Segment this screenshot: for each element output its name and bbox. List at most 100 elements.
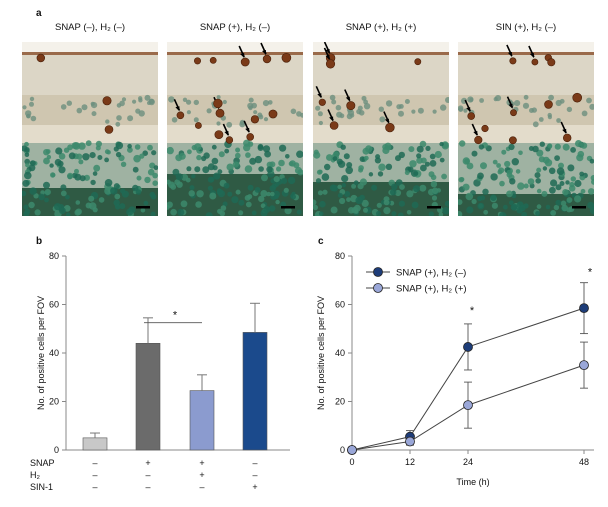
green-nucleus <box>527 178 535 185</box>
micrograph-title-4: SIN (+), H₂ (–) <box>495 22 557 33</box>
layer-nucleus <box>76 107 83 114</box>
treatment-sign: + <box>199 470 204 480</box>
green-nucleus <box>491 202 498 209</box>
green-nucleus <box>22 145 28 152</box>
green-nucleus <box>398 200 405 207</box>
green-nucleus <box>132 166 139 173</box>
green-nucleus <box>341 175 349 183</box>
green-nucleus <box>275 199 280 205</box>
green-nucleus <box>535 178 541 184</box>
arrow-head <box>384 118 389 124</box>
green-nucleus <box>503 204 508 210</box>
layer-nucleus <box>440 104 447 111</box>
scale-bar <box>281 206 295 209</box>
green-nucleus <box>425 145 431 151</box>
green-nucleus <box>576 154 584 162</box>
green-nucleus <box>409 160 417 168</box>
green-nucleus <box>98 197 105 203</box>
x-tick-label: 24 <box>463 457 473 467</box>
green-nucleus <box>60 184 67 191</box>
green-nucleus <box>213 172 221 180</box>
green-nucleus <box>284 207 292 215</box>
positive-cell <box>246 133 254 141</box>
arrow-head <box>224 131 229 136</box>
green-nucleus <box>293 162 300 169</box>
green-nucleus <box>413 185 420 193</box>
layer-nucleus <box>248 97 254 103</box>
green-nucleus <box>196 190 204 198</box>
layer-nucleus <box>318 120 323 126</box>
green-nucleus <box>207 185 213 191</box>
green-nucleus <box>536 167 542 173</box>
green-nucleus <box>544 159 553 167</box>
y-tick-label: 60 <box>335 300 345 310</box>
green-nucleus <box>555 199 562 206</box>
positive-cell <box>562 133 572 143</box>
green-nucleus <box>115 141 124 150</box>
layer-nucleus <box>90 101 95 106</box>
green-nucleus <box>30 160 36 166</box>
green-nucleus <box>43 181 50 189</box>
micrograph-title-3: SNAP (+), H₂ (+) <box>345 22 417 33</box>
green-nucleus <box>430 181 438 188</box>
fiber-layer <box>22 55 158 95</box>
layer-nucleus <box>182 97 188 102</box>
green-nucleus <box>88 195 95 202</box>
green-nucleus <box>337 184 342 190</box>
layer-nucleus <box>186 110 191 115</box>
positive-cell <box>346 101 356 111</box>
layer-nucleus <box>268 100 273 105</box>
layer-nucleus <box>105 119 110 124</box>
green-nucleus <box>482 188 489 195</box>
green-nucleus <box>270 191 275 197</box>
green-nucleus <box>143 200 149 206</box>
green-nucleus <box>490 173 498 181</box>
micrograph-title-1: SNAP (–), H₂ (–) <box>54 22 126 33</box>
green-nucleus <box>567 164 575 172</box>
layer-nucleus <box>186 99 192 105</box>
green-nucleus <box>231 196 239 204</box>
green-nucleus <box>441 173 447 180</box>
green-nucleus <box>549 186 556 194</box>
green-nucleus <box>238 210 244 216</box>
positive-cell <box>250 115 259 124</box>
positive-cell <box>176 111 185 120</box>
green-nucleus <box>517 182 525 190</box>
green-nucleus <box>97 155 103 160</box>
green-nucleus <box>266 191 271 197</box>
positive-cell <box>104 125 114 134</box>
green-nucleus <box>238 199 245 206</box>
layer-nucleus <box>66 100 72 106</box>
arrow-head <box>507 51 512 57</box>
green-nucleus <box>406 210 412 215</box>
green-nucleus <box>115 151 122 158</box>
micrograph-sin-pos-h2-neg <box>458 42 594 216</box>
green-nucleus <box>483 209 489 215</box>
green-nucleus <box>354 209 359 214</box>
green-nucleus <box>167 146 174 155</box>
green-nucleus <box>28 201 35 209</box>
treatment-sign: – <box>145 482 150 492</box>
green-nucleus <box>65 212 71 216</box>
micrograph-snap-pos-h2-pos <box>313 42 449 216</box>
y-tick-label: 80 <box>49 251 59 261</box>
green-nucleus <box>536 188 542 194</box>
green-nucleus <box>251 210 257 216</box>
green-nucleus <box>523 183 529 189</box>
green-nucleus <box>315 178 322 184</box>
bar-sin-1 <box>242 332 268 451</box>
layer-nucleus <box>555 99 562 107</box>
green-nucleus <box>235 147 241 153</box>
positive-cell <box>509 136 517 145</box>
y-tick-label: 0 <box>54 445 59 455</box>
green-nucleus <box>471 150 478 157</box>
layer-nucleus <box>22 105 27 110</box>
green-nucleus <box>205 212 213 216</box>
green-nucleus <box>194 166 201 173</box>
green-nucleus <box>245 201 252 208</box>
green-nucleus <box>591 178 594 185</box>
green-nucleus <box>217 208 223 214</box>
layer-nucleus <box>523 94 529 100</box>
green-nucleus <box>383 199 390 206</box>
green-nucleus <box>38 193 45 201</box>
